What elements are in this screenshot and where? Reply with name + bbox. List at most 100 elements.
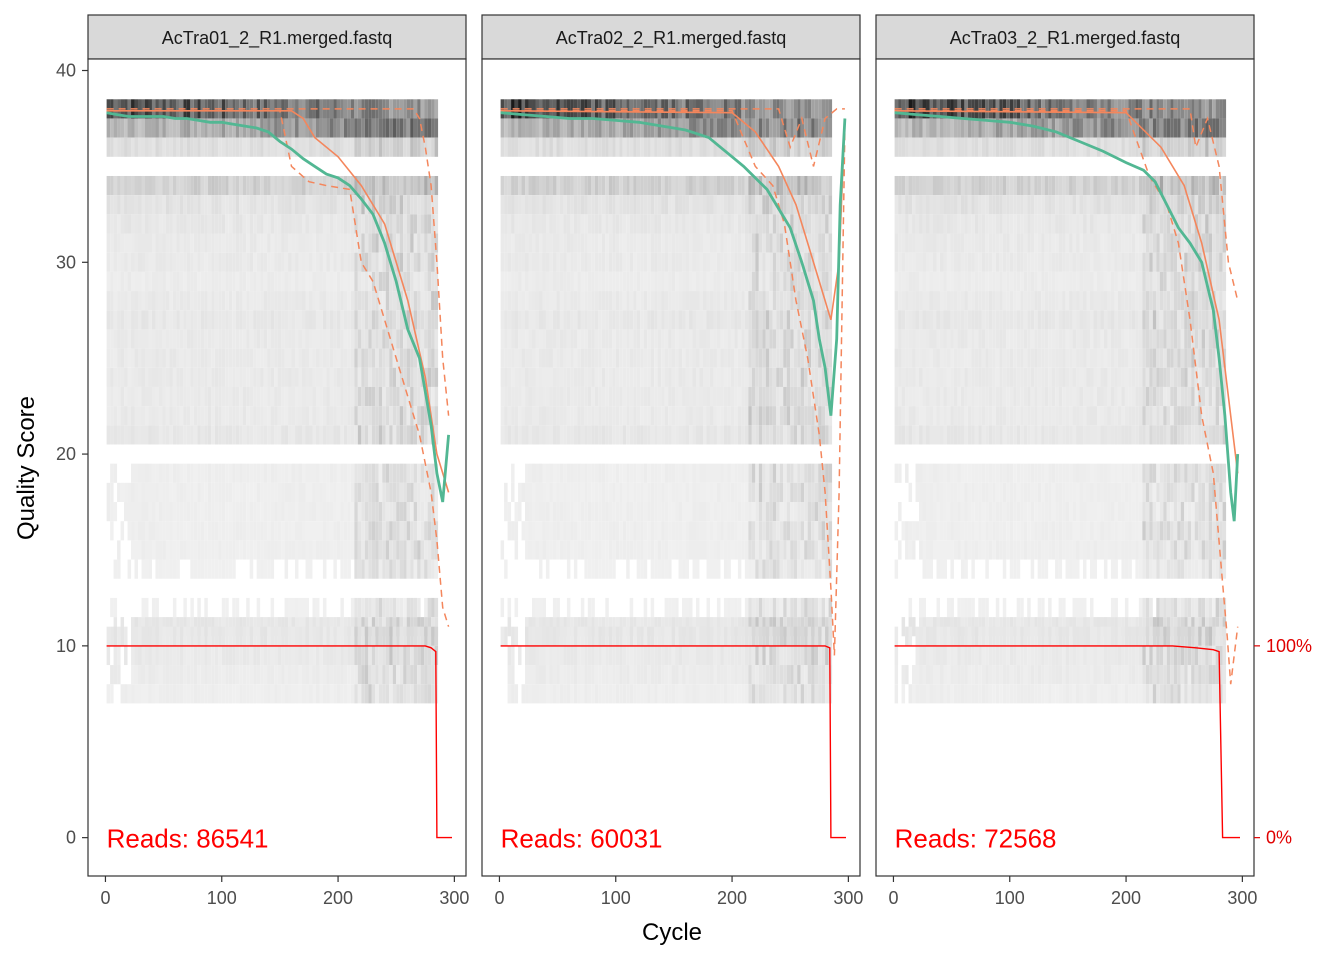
heatmap-cell [392, 482, 397, 503]
heatmap-cell [172, 626, 177, 646]
heatmap-cell [706, 425, 710, 445]
heatmap-cell [685, 521, 690, 541]
heatmap-cell [232, 540, 236, 560]
heatmap-cell [692, 482, 697, 503]
heatmap-cell [270, 367, 275, 387]
heatmap-cell [566, 233, 571, 253]
heatmap-cell [207, 502, 212, 522]
heatmap-cell [685, 367, 690, 387]
heatmap-cell [587, 329, 592, 349]
heatmap-cell [608, 175, 613, 196]
heatmap-cell [214, 386, 219, 407]
heatmap-cell [730, 502, 735, 522]
heatmap-cell [748, 252, 752, 272]
heatmap-cell [274, 214, 278, 234]
heatmap-cell [563, 291, 567, 311]
heatmap-cell [396, 406, 400, 426]
heatmap-cell [622, 271, 627, 292]
heatmap-cell [225, 665, 229, 685]
heatmap-cell [260, 291, 264, 311]
heatmap-cell [218, 252, 222, 272]
heatmap-cell [727, 463, 731, 483]
heatmap-cell [706, 329, 710, 349]
heatmap-cell [235, 597, 240, 618]
heatmap-cell [284, 626, 289, 646]
heatmap-cell [151, 665, 156, 685]
heatmap-cell [518, 406, 522, 426]
heatmap-cell [668, 252, 672, 272]
heatmap-cell [225, 252, 229, 272]
heatmap-cell [797, 482, 801, 503]
heatmap-cell [375, 367, 379, 387]
heatmap-cell [308, 463, 313, 483]
heatmap-cell [427, 310, 432, 330]
heatmap-cell [246, 137, 250, 157]
heatmap-cell [326, 425, 330, 445]
heatmap-cell [800, 406, 805, 426]
heatmap-cell [605, 559, 609, 579]
heatmap-cell [183, 310, 187, 330]
heatmap-cell [308, 310, 313, 330]
heatmap-cell [357, 348, 362, 368]
heatmap-cell [263, 386, 268, 407]
heatmap-cell [249, 386, 254, 407]
heatmap-cell [270, 291, 275, 311]
heatmap-cell [532, 291, 536, 311]
heatmap-cell [239, 271, 243, 292]
heatmap-cell [131, 175, 135, 196]
heatmap-cell [647, 425, 651, 445]
heatmap-cell [734, 367, 738, 387]
heatmap-cell [619, 348, 623, 368]
heatmap-cell [361, 291, 365, 311]
heatmap-cell [556, 214, 560, 234]
heatmap-cell [807, 559, 812, 579]
heatmap-cell [814, 271, 819, 292]
heatmap-cell [148, 626, 152, 646]
heatmap-cell [417, 502, 421, 522]
heatmap-cell [158, 291, 163, 311]
heatmap-cell [601, 367, 606, 387]
heatmap-cell [594, 175, 599, 196]
heatmap-cell [647, 502, 651, 522]
heatmap-cell [689, 406, 693, 426]
heatmap-cell [361, 425, 365, 445]
heatmap-cell [305, 406, 309, 426]
heatmap-cell [270, 99, 275, 119]
heatmap-cell [382, 310, 386, 330]
heatmap-cell [172, 406, 177, 426]
heatmap-cell [284, 195, 289, 215]
heatmap-cell [214, 559, 219, 579]
heatmap-cell [291, 137, 296, 157]
heatmap-cell [235, 348, 240, 368]
heatmap-cell [657, 329, 662, 349]
heatmap-cell [305, 233, 309, 253]
heatmap-cell [434, 252, 439, 272]
heatmap-cell [615, 214, 620, 234]
heatmap-cell [605, 482, 609, 503]
heatmap-cell [598, 175, 602, 196]
heatmap-cell [277, 252, 282, 272]
heatmap-cell [375, 425, 379, 445]
heatmap-cell [716, 291, 721, 311]
heatmap-cell [131, 329, 135, 349]
heatmap-cell [511, 233, 515, 253]
heatmap-cell [751, 329, 756, 349]
heatmap-cell [608, 348, 613, 368]
heatmap-cell [668, 540, 672, 560]
heatmap-cell [594, 252, 599, 272]
heatmap-cell [288, 386, 292, 407]
heatmap-cell [772, 559, 777, 579]
heatmap-cell [110, 406, 114, 426]
heatmap-cell [786, 99, 791, 119]
heatmap-cell [385, 175, 390, 196]
heatmap-cell [256, 137, 261, 157]
heatmap-cell [769, 521, 773, 541]
heatmap-cell [291, 626, 296, 646]
heatmap-cell [225, 214, 229, 234]
heatmap-cell [633, 502, 637, 522]
heatmap-cell [800, 367, 805, 387]
heatmap-cell [138, 482, 142, 503]
heatmap-cell [211, 406, 215, 426]
heatmap-cell [249, 271, 254, 292]
heatmap-cell [807, 195, 812, 215]
